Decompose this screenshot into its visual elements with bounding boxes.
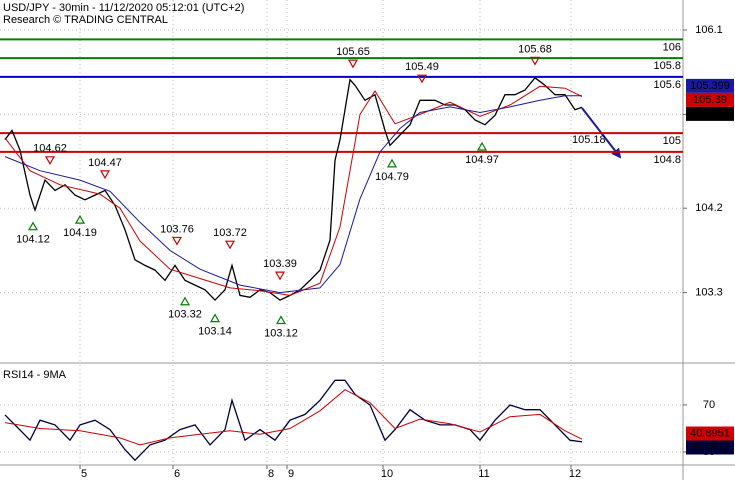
x-tick-label: 9 (288, 468, 294, 480)
last-value-box (686, 426, 734, 441)
x-tick-label: 12 (569, 468, 581, 480)
signal-marker (275, 315, 287, 325)
y-tick-label: 104.2 (695, 202, 723, 214)
series-line (4, 85, 583, 296)
last-value-box (686, 440, 734, 455)
target-label: 105.18 (572, 134, 606, 146)
x-tick-label: 11 (478, 468, 489, 480)
signal-marker (209, 313, 221, 323)
level-label: 106 (663, 41, 681, 53)
signal-marker (171, 236, 183, 246)
signal-label: 104.97 (465, 154, 499, 166)
y-tick-label: 106.1 (695, 24, 723, 36)
signal-label: 104.47 (88, 157, 122, 169)
chart-title: USD/JPY - 30min - 11/12/2020 05:12:01 (U… (3, 2, 244, 14)
x-tick-label: 5 (81, 468, 87, 480)
signal-label: 104.12 (16, 234, 50, 246)
series-line (4, 76, 583, 302)
x-tick-label: 8 (268, 468, 274, 480)
signal-label: 103.32 (168, 309, 202, 321)
last-value-box (686, 92, 734, 107)
signal-marker (224, 240, 236, 250)
level-label: 105 (663, 135, 681, 147)
signal-marker (99, 170, 111, 180)
signal-label: 104.79 (375, 171, 409, 183)
chart-subtitle: Research © TRADING CENTRAL (3, 14, 168, 26)
y-tick-label: 70 (703, 399, 715, 411)
signal-marker (74, 214, 86, 224)
series-line (4, 389, 583, 446)
signal-marker (274, 271, 286, 281)
last-value-box (686, 78, 734, 93)
last-value-label: 105.276 (690, 108, 730, 120)
signal-label: 103.14 (198, 326, 232, 338)
signal-marker (44, 156, 56, 166)
level-label: 105.8 (653, 60, 681, 72)
signal-label: 103.76 (160, 223, 194, 235)
rsi-title: RSI14 - 9MA (3, 369, 67, 381)
signal-marker (416, 74, 428, 84)
last-value-label: 105.39 (693, 94, 727, 106)
signal-marker (179, 296, 191, 306)
level-label: 105.6 (653, 79, 681, 91)
signal-marker (347, 59, 359, 69)
signal-label: 103.72 (213, 227, 247, 239)
signal-label: 105.49 (405, 61, 439, 73)
series-line (4, 379, 583, 462)
y-tick-label: 103.3 (695, 287, 723, 299)
last-value-label: 40.8951 (690, 427, 730, 439)
signal-label: 104.19 (63, 227, 97, 239)
signal-label: 105.65 (336, 46, 370, 58)
signal-marker (27, 221, 39, 231)
signal-marker (386, 158, 398, 168)
signal-label: 104.62 (33, 143, 67, 155)
x-tick-label: 6 (174, 468, 180, 480)
signal-marker (476, 141, 488, 151)
level-label: 104.8 (653, 154, 681, 166)
signal-label: 105.68 (518, 43, 552, 55)
series-line (4, 95, 583, 294)
last-value-label: 105.399 (690, 80, 730, 92)
last-value-box (686, 106, 734, 121)
signal-marker (529, 56, 541, 66)
last-value-label: 38.5812 (690, 441, 730, 453)
signal-label: 103.39 (263, 258, 297, 270)
signal-label: 103.12 (264, 327, 298, 339)
x-tick-label: 10 (381, 468, 393, 480)
